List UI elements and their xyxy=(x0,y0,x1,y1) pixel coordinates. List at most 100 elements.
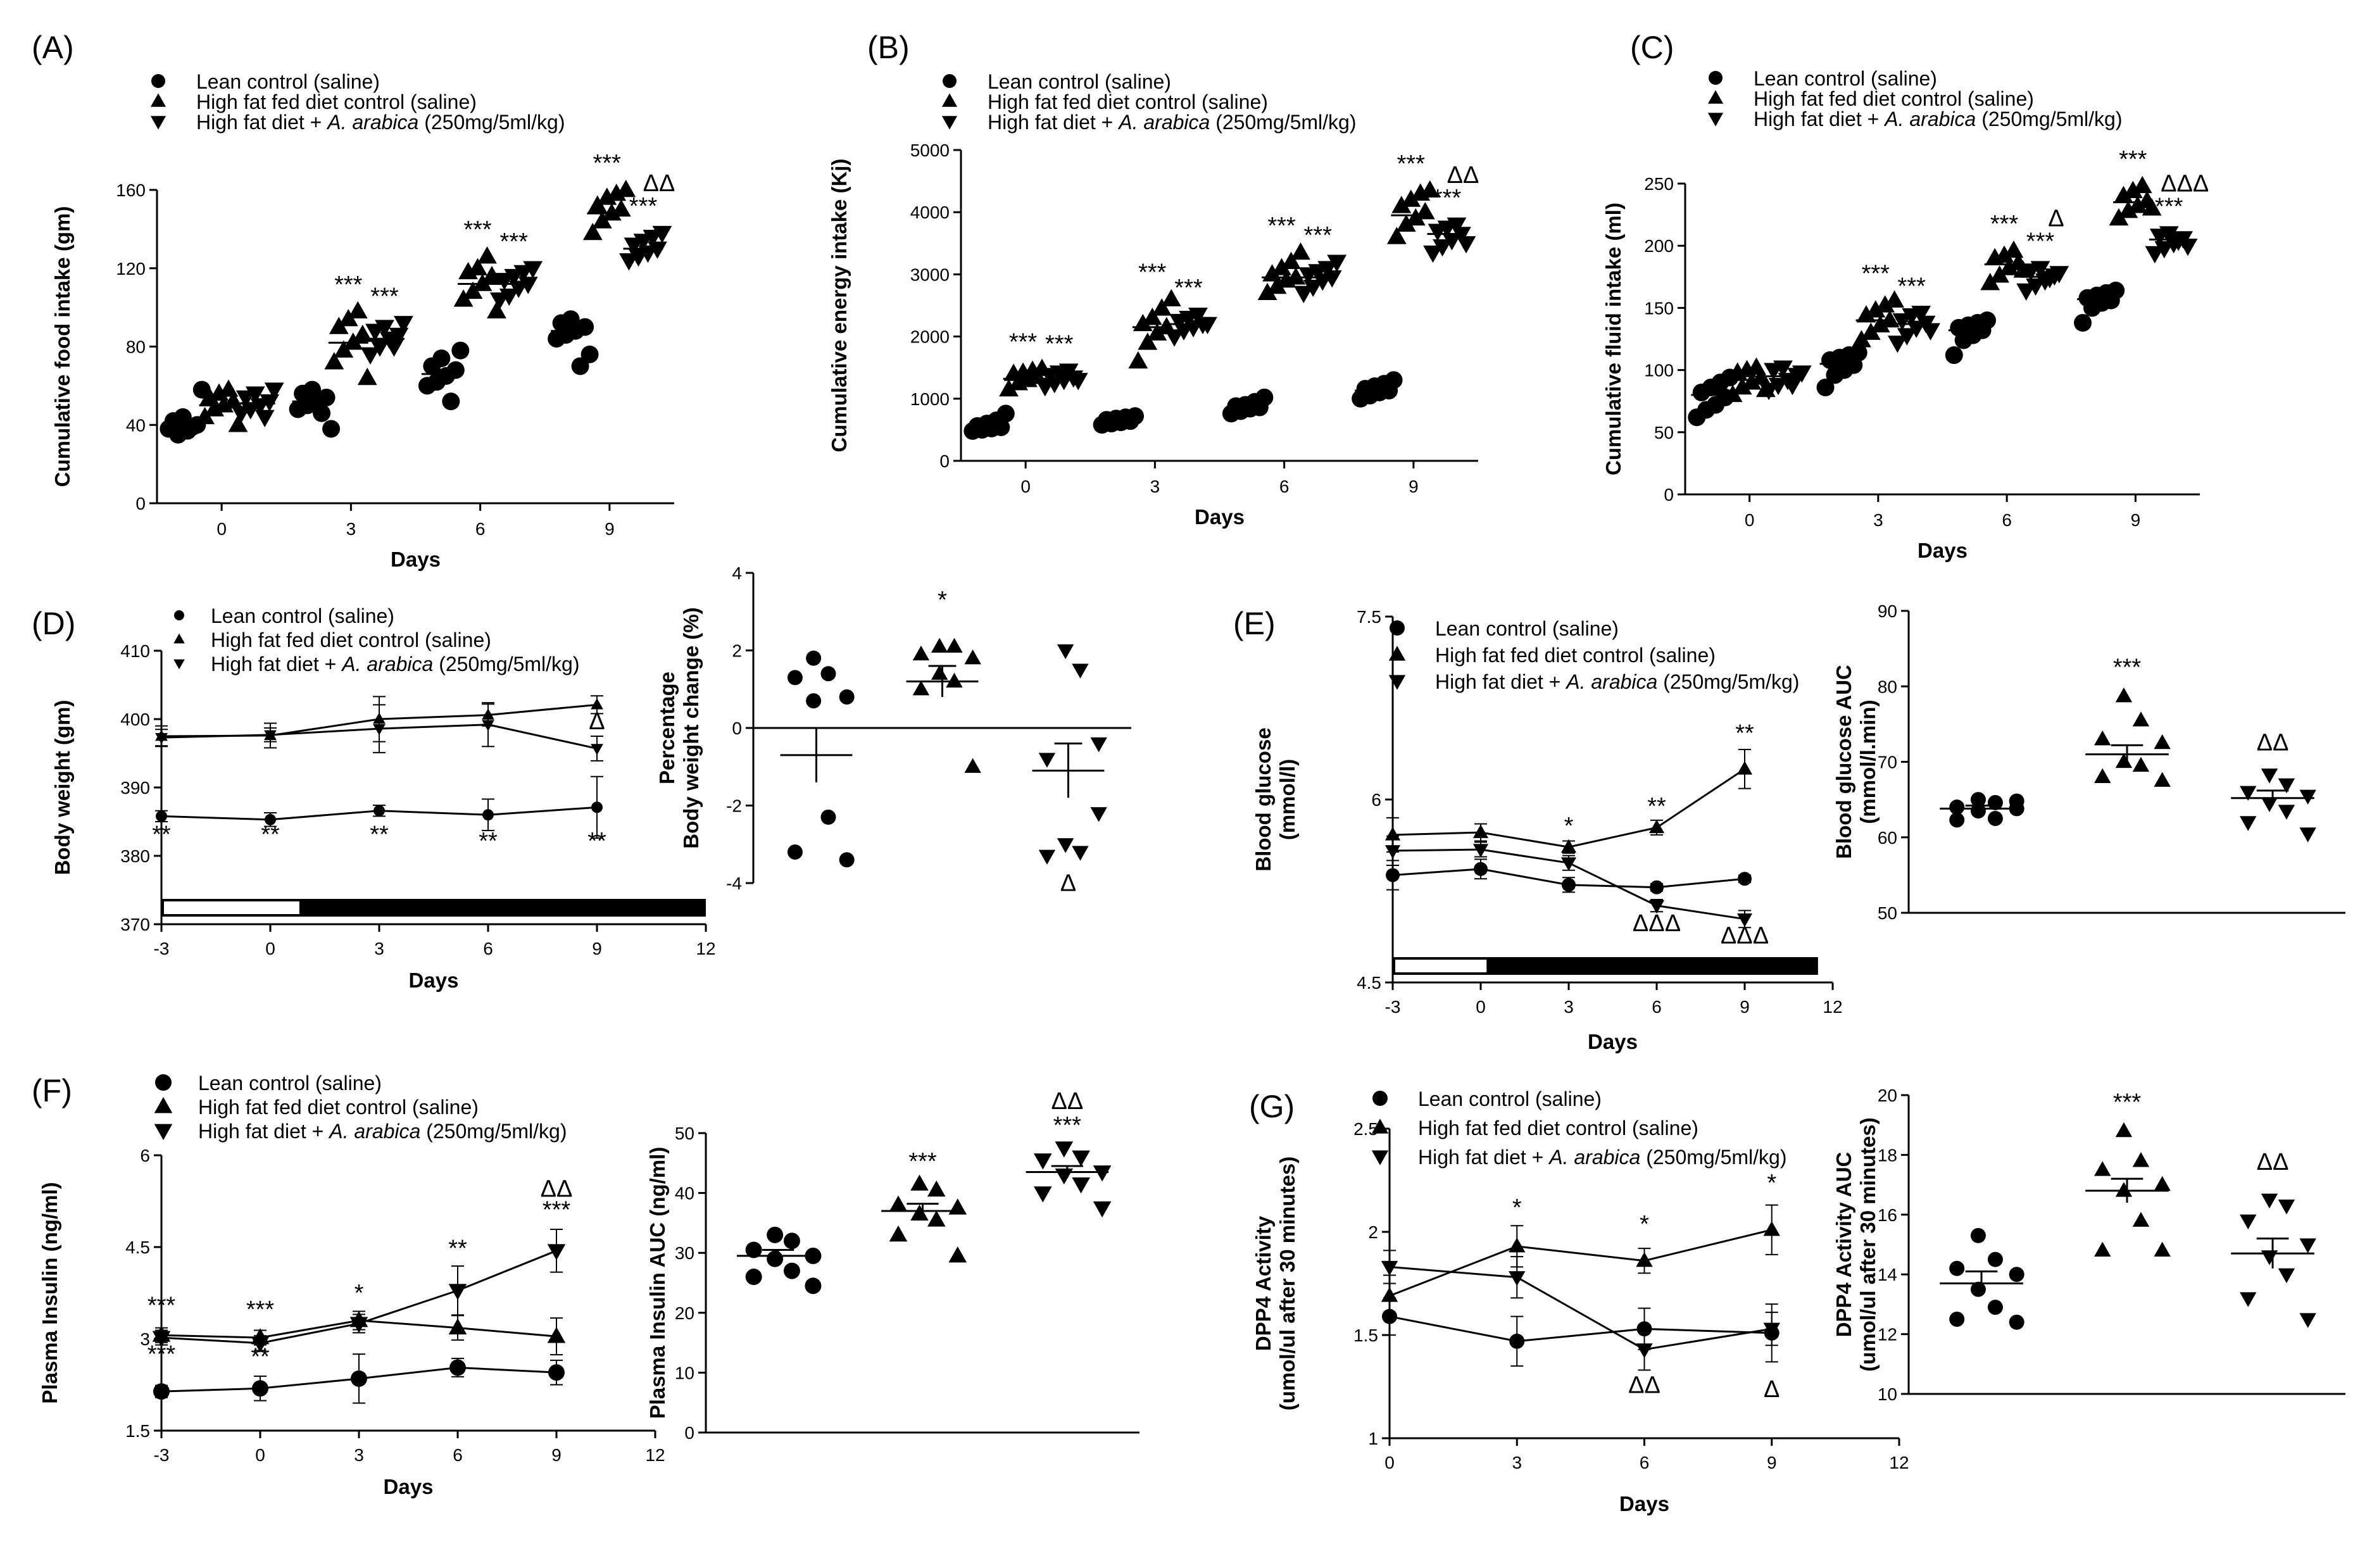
g2-point-3 xyxy=(2299,1313,2316,1328)
b-point-2 xyxy=(1291,242,1310,260)
e-significance-label: ** xyxy=(1647,793,1666,820)
e-point-1 xyxy=(1562,877,1576,892)
g-series-line-3 xyxy=(1389,1265,1772,1351)
f2-point-3 xyxy=(1093,1165,1112,1182)
g2-point-2 xyxy=(2115,1122,2133,1138)
e-y-tick-label: 4.5 xyxy=(1357,973,1381,993)
f2-point-3 xyxy=(1034,1153,1052,1170)
a-significance-label: *** xyxy=(593,150,622,177)
c-point-2 xyxy=(1866,300,1886,318)
e-legend-label-3: High fat diet + A. arabica (250mg/5m/kg) xyxy=(1435,670,1799,693)
d-point-1 xyxy=(265,813,276,825)
e-point-1 xyxy=(1650,880,1664,894)
c-point-2 xyxy=(2142,198,2162,216)
a-significance-label: *** xyxy=(334,272,363,298)
c-point-2 xyxy=(2132,175,2152,194)
c-point-3 xyxy=(2178,239,2198,256)
a-point-2 xyxy=(482,266,502,284)
f-point-1 xyxy=(252,1380,268,1397)
d2-point-1 xyxy=(806,693,822,709)
panel-label-b: (B) xyxy=(867,30,910,65)
d2-point-3 xyxy=(1090,737,1107,753)
g2-point-2 xyxy=(2154,1176,2171,1191)
a-point-1 xyxy=(303,380,322,399)
f2-point-1 xyxy=(745,1269,762,1286)
b-point-3 xyxy=(1198,317,1217,335)
f-significance-label: *** xyxy=(543,1197,571,1224)
panel-label-e: (E) xyxy=(1233,606,1276,641)
d2-point-1 xyxy=(787,670,803,686)
b-significance-label: *** xyxy=(1045,331,1074,358)
g2-point-2 xyxy=(2132,1152,2150,1167)
g-significance-label: * xyxy=(1767,1170,1776,1196)
c-point-1 xyxy=(1849,344,1867,362)
c-y-tick-label: 200 xyxy=(1644,236,1674,256)
c-y-tick-label: 100 xyxy=(1644,361,1674,380)
a-point-2 xyxy=(582,222,603,241)
b-legend-marker-2 xyxy=(941,93,958,107)
e-point-3 xyxy=(1472,844,1489,858)
e-point-2 xyxy=(1648,819,1665,834)
g2-y-tick-label: 14 xyxy=(1878,1265,1897,1284)
b-significance-label: *** xyxy=(1009,329,1038,356)
a-x-axis-title: Days xyxy=(391,548,441,571)
b-y-axis-title: Cumulative energy intake (Kj) xyxy=(827,159,851,453)
c-point-3 xyxy=(2016,283,2037,301)
g-point-2 xyxy=(1381,1287,1398,1302)
g2-point-1 xyxy=(1949,1260,1965,1276)
c-point-2 xyxy=(1723,384,1743,403)
b-x-tick-label: 3 xyxy=(1150,477,1160,496)
d-point-3 xyxy=(482,720,494,731)
f-significance-label: *** xyxy=(246,1296,275,1323)
g-legend-label-2: High fat fed diet control (saline) xyxy=(1418,1117,1698,1139)
f2-significance-label: *** xyxy=(1053,1112,1082,1139)
f-y-tick-label: 4.5 xyxy=(125,1238,150,1257)
e-significance-label: ** xyxy=(1735,720,1754,747)
b-point-3 xyxy=(1188,308,1208,325)
d-significance-label: ** xyxy=(370,821,389,848)
a-point-3 xyxy=(499,288,519,306)
g2-point-3 xyxy=(2299,1238,2316,1253)
c-point-3 xyxy=(1921,323,1940,341)
b-y-tick-label: 2000 xyxy=(910,327,950,347)
f2-point-1 xyxy=(767,1250,784,1267)
b-x-tick-label: 0 xyxy=(1020,477,1031,496)
e2-y-axis-title: (mmol/l.min) xyxy=(1856,699,1880,824)
g2-point-1 xyxy=(2009,1267,2024,1283)
d-x-tick-label: 0 xyxy=(265,939,275,958)
f-x-axis-title: Days xyxy=(384,1475,434,1498)
d-significance-label: ** xyxy=(261,821,280,848)
a-point-2 xyxy=(357,367,377,386)
panel-label-a: (A) xyxy=(32,30,74,65)
g2-y-axis-title: DPP4 Activity AUC xyxy=(1832,1152,1855,1338)
c-point-3 xyxy=(1887,336,1907,353)
f-x-tick-label: 0 xyxy=(255,1445,265,1465)
c-point-2 xyxy=(2109,208,2129,226)
d2-point-3 xyxy=(1057,644,1074,660)
f-legend-label-3: High fat diet + A. arabica (250mg/5ml/kg… xyxy=(198,1120,567,1143)
a-legend-marker-1 xyxy=(151,74,165,88)
a-point-3 xyxy=(370,339,390,357)
b-point-3 xyxy=(1447,217,1467,235)
b-legend-marker-1 xyxy=(943,74,957,88)
f2-point-3 xyxy=(1034,1186,1052,1203)
f-point-3 xyxy=(152,1331,171,1348)
b-point-2 xyxy=(1161,289,1181,306)
c-x-axis-title: Days xyxy=(1918,539,1968,562)
f-x-tick-label: 3 xyxy=(354,1445,364,1465)
d2-point-2 xyxy=(912,680,930,696)
d2-point-1 xyxy=(839,852,855,868)
d2-point-2 xyxy=(964,649,981,665)
a-point-2 xyxy=(324,352,344,370)
f-point-1 xyxy=(548,1364,565,1381)
g-y-tick-label: 2.5 xyxy=(1353,1119,1378,1139)
f-x-tick-label: 6 xyxy=(453,1445,463,1465)
g2-point-1 xyxy=(1987,1300,2003,1315)
e2-point-1 xyxy=(2009,793,2024,809)
a-point-2 xyxy=(228,415,248,432)
d2-point-3 xyxy=(1038,850,1056,865)
c-point-2 xyxy=(1999,258,2019,275)
d-x-tick-label: -3 xyxy=(154,939,170,958)
a-point-2 xyxy=(338,309,358,327)
d2-point-1 xyxy=(787,844,803,860)
